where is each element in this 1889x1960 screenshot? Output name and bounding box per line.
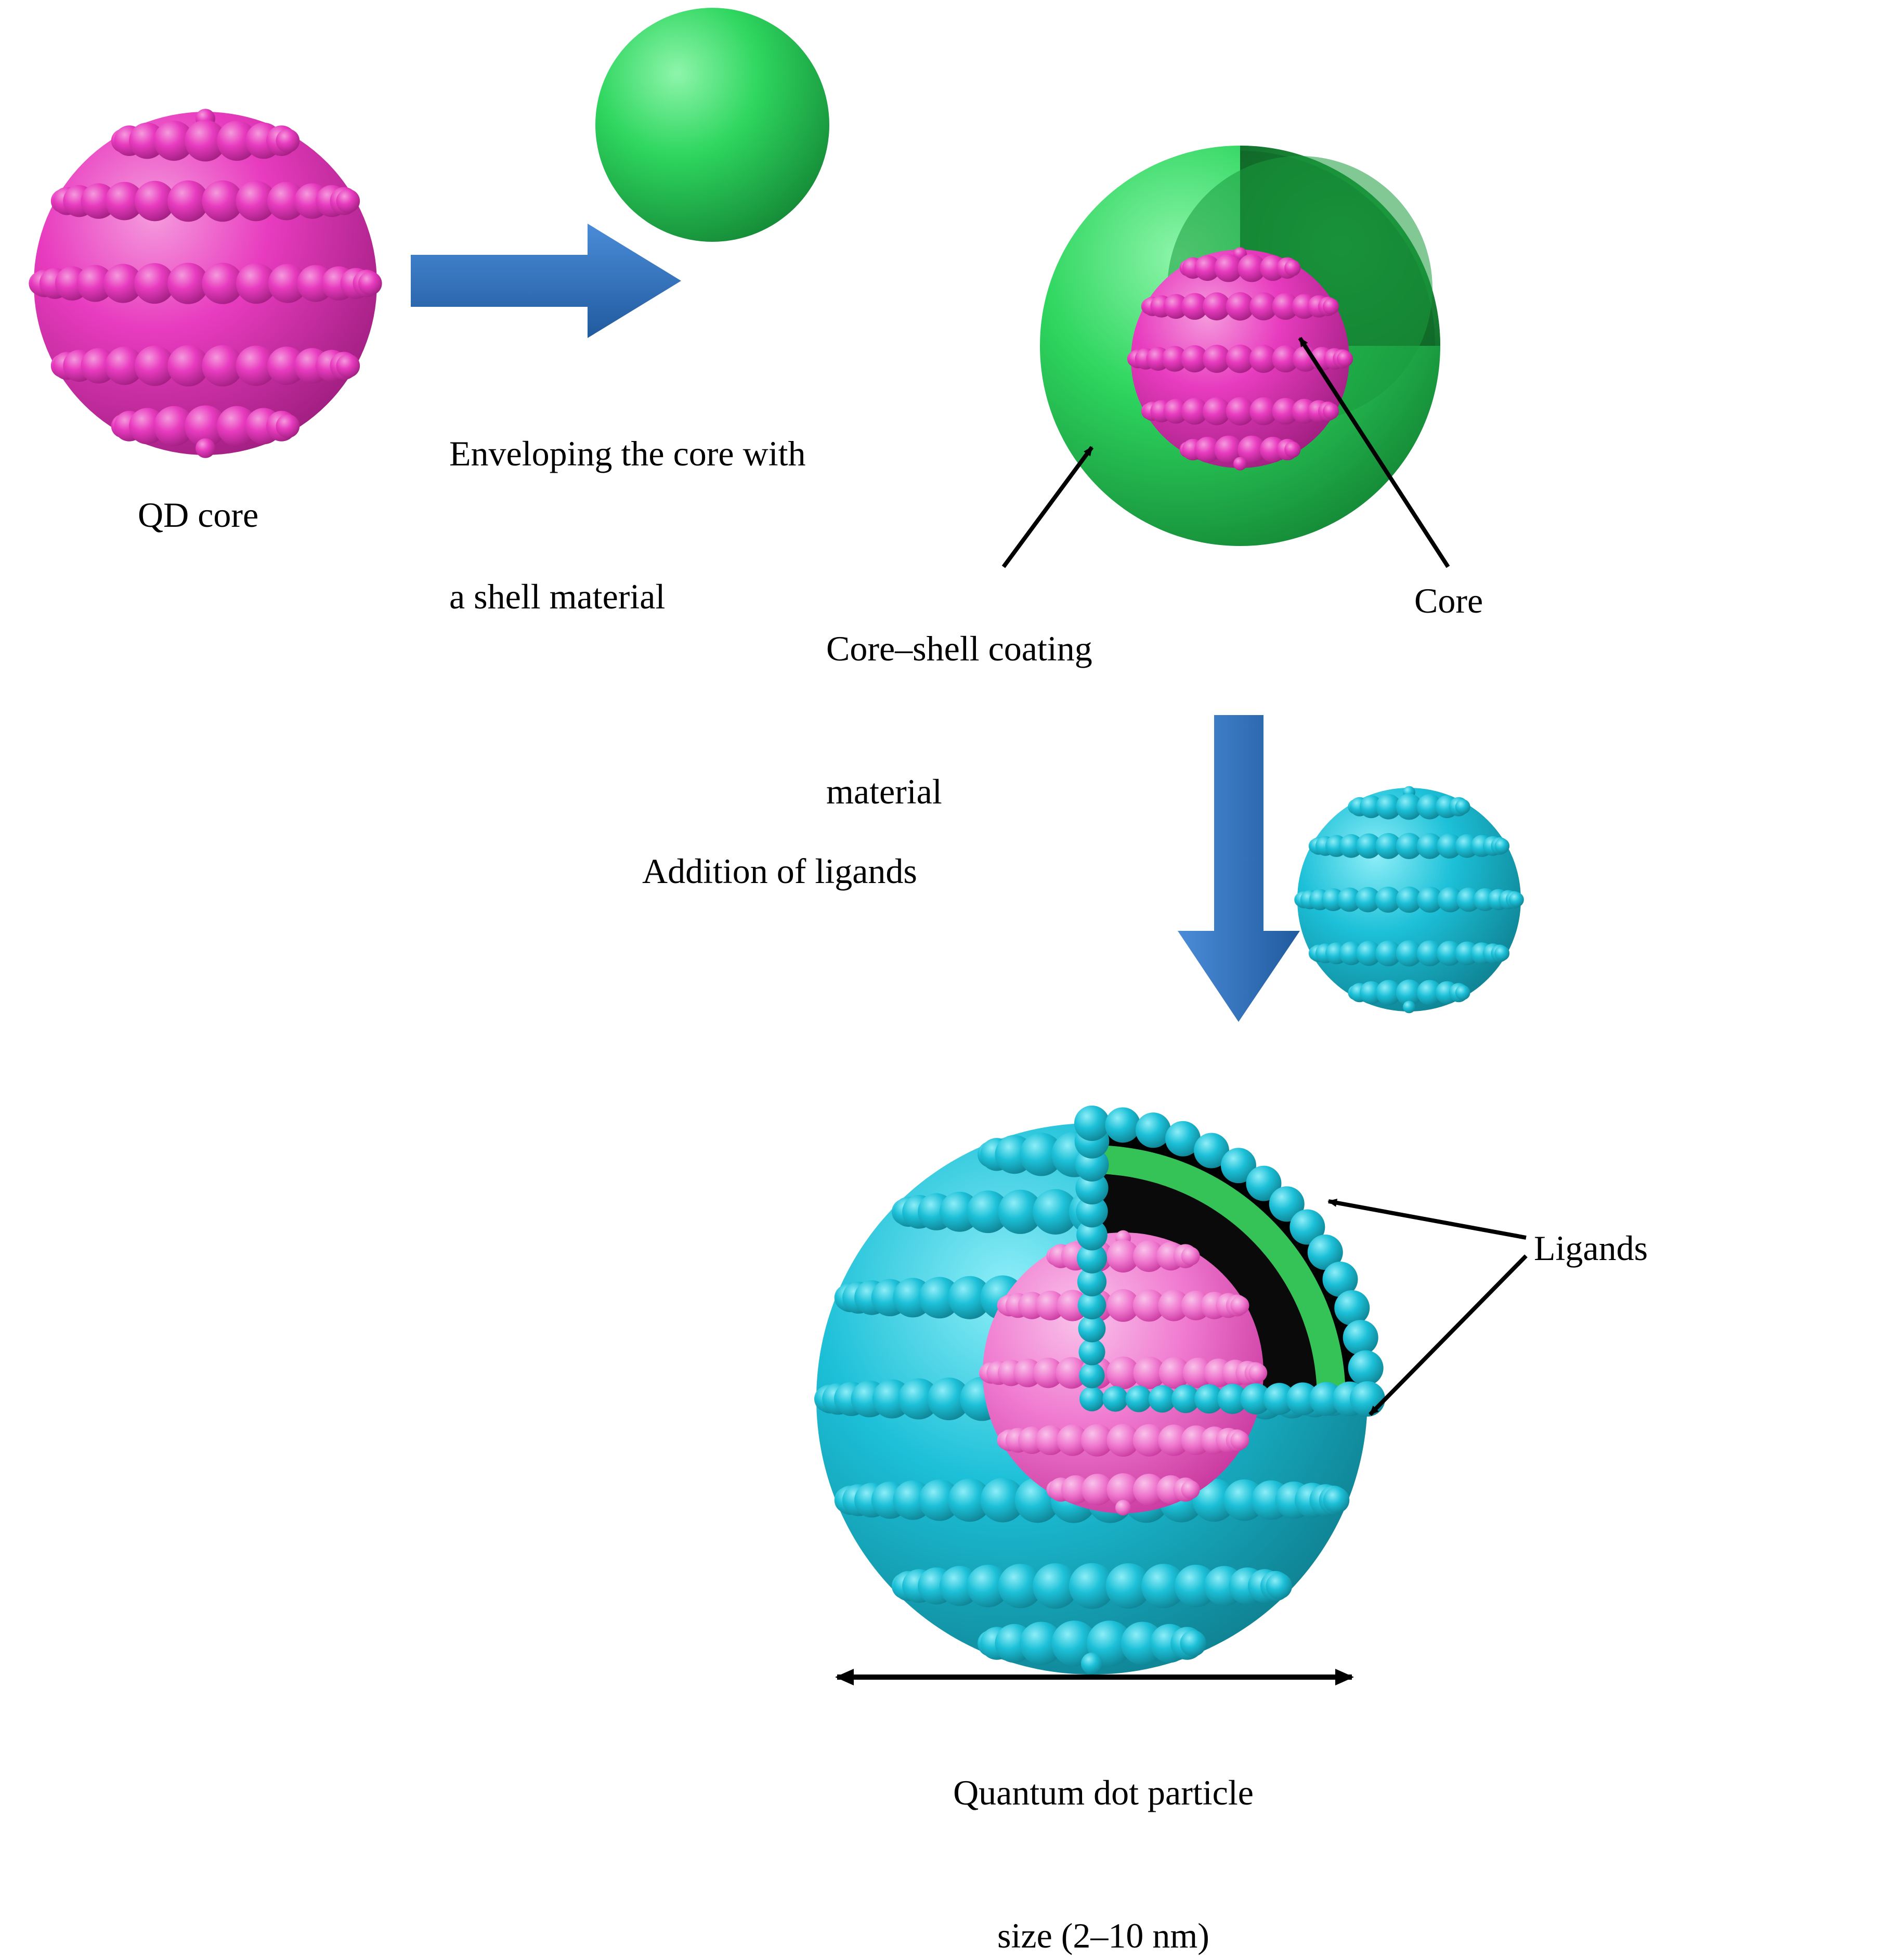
- pointer-ligand-top: [1328, 1201, 1526, 1238]
- envelope-label: Enveloping the core with a shell materia…: [432, 382, 805, 621]
- qd-core-label: QD core: [138, 491, 258, 539]
- envelope-label-line2: a shell material: [449, 577, 665, 616]
- pointer-ligand-bottom: [1370, 1256, 1526, 1414]
- core-shell-label-line1: Core–shell coating: [826, 629, 1092, 668]
- pointer-core-shell: [1004, 447, 1092, 567]
- core-shell-label: Core–shell coating material: [809, 577, 1092, 816]
- qd-size-label-line2: size (2–10 nm): [997, 1916, 1209, 1955]
- envelope-label-line1: Enveloping the core with: [449, 434, 805, 473]
- block-arrow-down: [1178, 715, 1300, 1022]
- core-shell-label-line2: material: [826, 772, 942, 811]
- qd-size-label: Quantum dot particle size (2–10 nm): [905, 1721, 1284, 1960]
- block-arrow-right: [411, 224, 681, 338]
- ligand-add-sphere: [1294, 786, 1524, 1014]
- pointer-core: [1300, 338, 1448, 567]
- addition-ligands-label: Addition of ligands: [642, 848, 917, 895]
- core-shell-particle: [1040, 146, 1440, 546]
- core-label: Core: [1414, 577, 1483, 625]
- qd-size-label-line1: Quantum dot particle: [953, 1773, 1254, 1812]
- shell-material-sphere: [595, 8, 829, 242]
- ligands-label: Ligands: [1534, 1225, 1648, 1273]
- quantum-dot-particle: [814, 1106, 1385, 1675]
- qd-core-sphere: [29, 109, 382, 458]
